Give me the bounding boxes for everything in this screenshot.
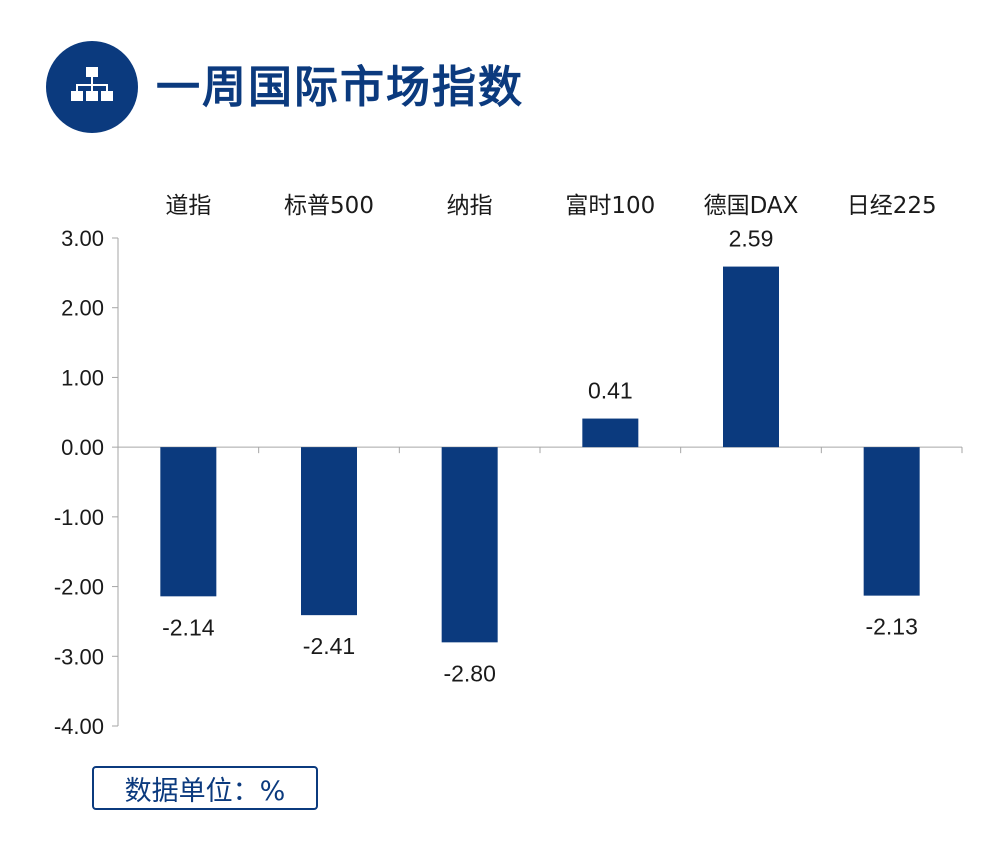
y-tick-label: -1.00 [54, 505, 104, 530]
bar [723, 266, 779, 448]
bar [301, 447, 357, 616]
header-badge [46, 41, 138, 133]
data-label: 0.41 [588, 378, 633, 404]
category-label: 纳指 [447, 193, 493, 219]
y-tick-label: -3.00 [54, 644, 104, 669]
y-tick-label: 0.00 [61, 435, 104, 460]
category-label: 富时100 [565, 193, 655, 219]
bar-chart: 3.00 2.00 1.00 0.00 -1.00 -2.00 -3.00 -4.00 道指 标普… [54, 193, 963, 739]
unit-note: 数据单位：% [124, 775, 286, 807]
data-label: -2.14 [162, 614, 215, 640]
unit-note-box: 数据单位：% [92, 766, 318, 810]
category-label: 德国DAX [704, 193, 799, 219]
hierarchy-icon [71, 67, 113, 101]
y-tick-label: 3.00 [61, 226, 104, 251]
y-tick-label: -2.00 [54, 575, 104, 600]
data-label: 2.59 [729, 226, 774, 252]
y-tick-label: 2.00 [61, 296, 104, 321]
category-label: 日经225 [847, 193, 937, 219]
bar [160, 447, 217, 597]
category-label: 道指 [165, 193, 211, 219]
data-label: -2.41 [303, 633, 355, 659]
category-label: 标普500 [284, 193, 374, 219]
data-label: -2.80 [443, 660, 495, 686]
bar [582, 418, 639, 448]
bar [863, 447, 920, 596]
page-title: 一周国际市场指数 [156, 62, 524, 113]
data-label: -2.13 [865, 614, 917, 640]
y-tick-label: -4.00 [54, 714, 104, 739]
y-tick-label: 1.00 [61, 365, 104, 390]
bar [441, 447, 498, 643]
